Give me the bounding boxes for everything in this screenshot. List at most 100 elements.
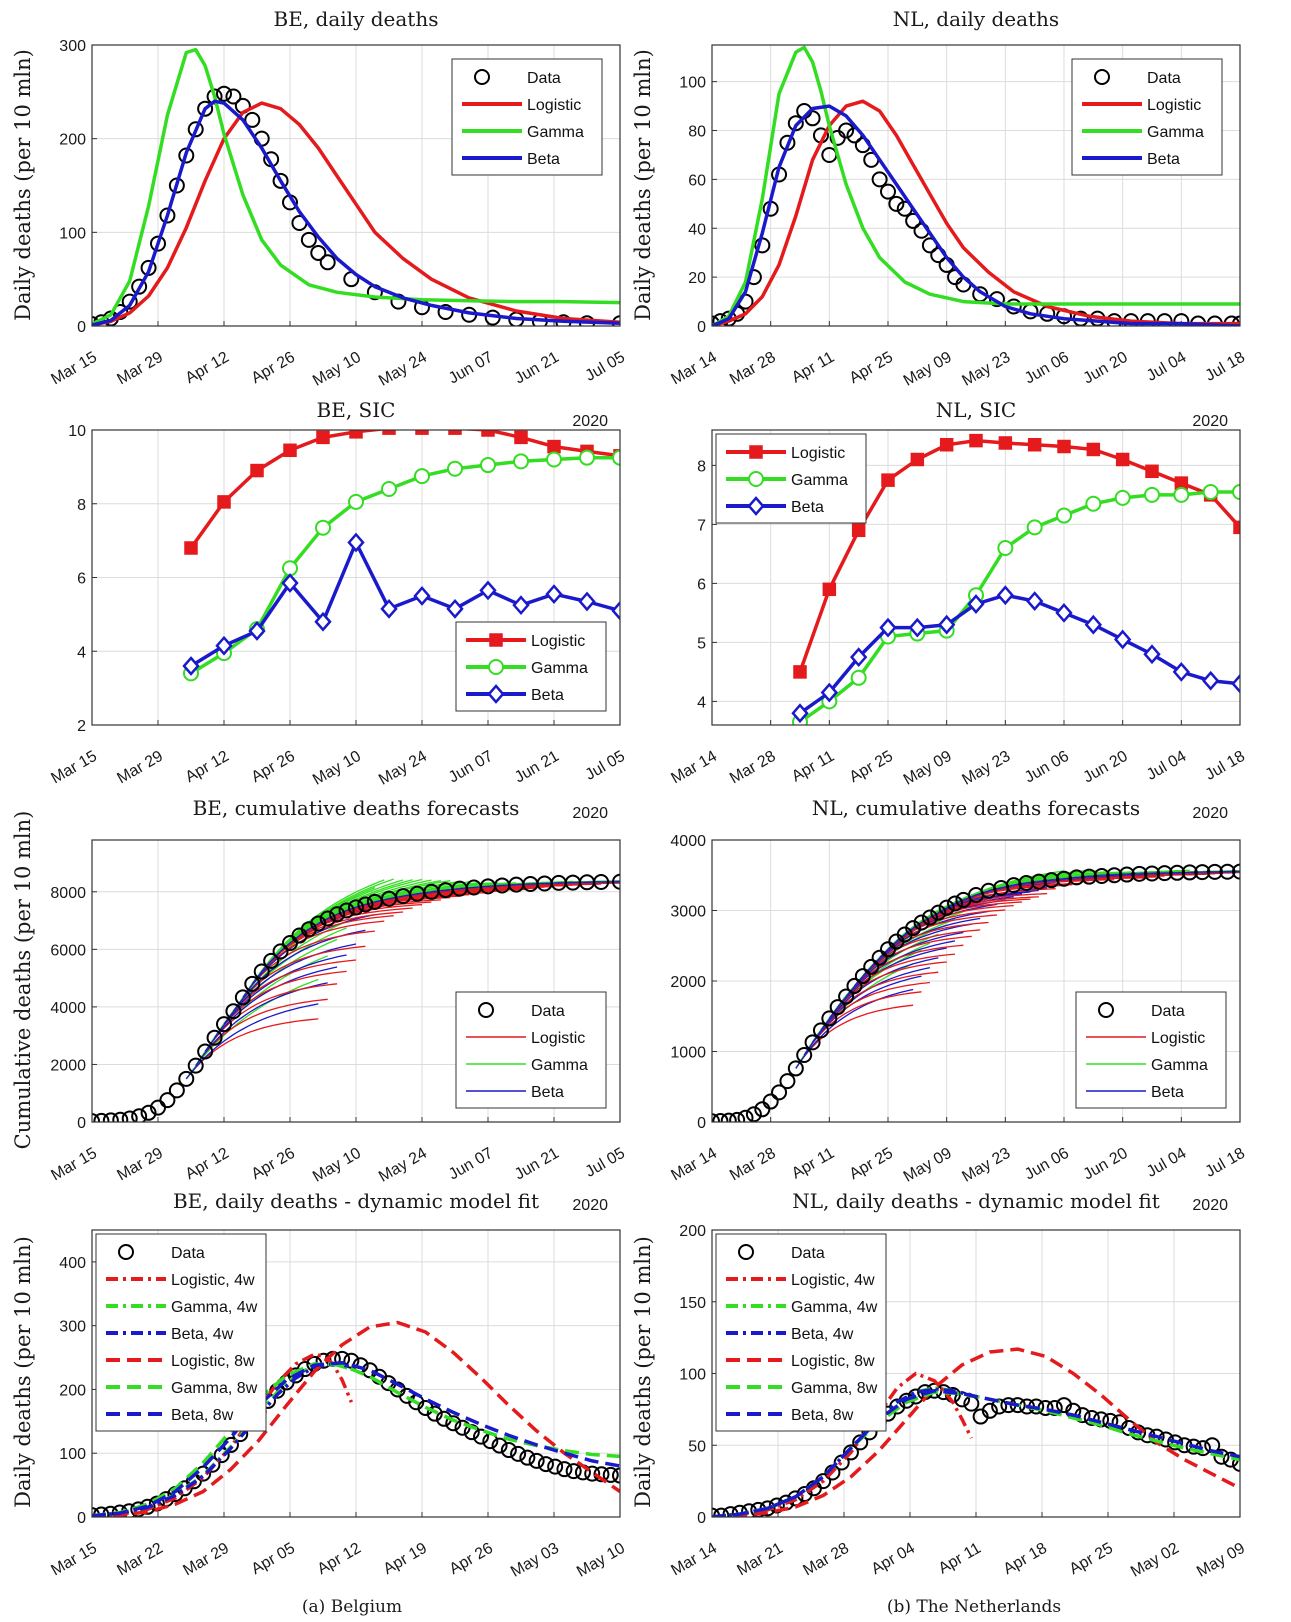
x-tick-label: Jun 06 (1022, 1145, 1072, 1184)
data-point-data (197, 100, 214, 117)
forecast-line-logistic (879, 914, 998, 959)
legend-label: Logistic, 8w (791, 1353, 875, 1370)
plot-series (791, 433, 1240, 725)
x-tick-label: Jul 05 (583, 1145, 629, 1181)
data-point-beta (1055, 603, 1073, 623)
series-line-logistic (712, 99, 1240, 326)
forecast-line-logistic (204, 983, 338, 1052)
data-point-data (1131, 865, 1148, 882)
x-tick-label: Jun 20 (1081, 748, 1131, 787)
x-tick-label: Apr 26 (249, 748, 298, 786)
data-point-gamma (1144, 486, 1160, 503)
forecast-line-logistic (195, 998, 328, 1066)
data-point-data (150, 235, 166, 252)
legend-label: Beta, 4w (791, 1326, 854, 1343)
forecast-line-logistic (862, 929, 981, 977)
legend: Logistic Gamma Beta (455, 621, 607, 712)
x-tick-label: Jul 18 (1203, 1145, 1249, 1181)
data-point-data (329, 906, 346, 923)
data-point-beta (1114, 629, 1132, 650)
data-point-data (1068, 869, 1085, 886)
data-point-data (159, 207, 176, 224)
data-point-data (537, 1456, 554, 1473)
data-point-data (1083, 1409, 1100, 1426)
data-point-data (1030, 873, 1047, 890)
data-point-data (445, 1415, 462, 1432)
caption-b: (b) The Netherlands (887, 1597, 1061, 1617)
forecast-line-logistic (812, 981, 930, 1043)
legend-label: Data (531, 1003, 565, 1020)
x-tick-label: Mar 29 (114, 748, 166, 788)
legend-label: Gamma (531, 660, 588, 677)
data-point-gamma (1085, 495, 1102, 512)
legend: Data Logistic Gamma Beta (1075, 991, 1227, 1109)
data-point-data (310, 915, 327, 932)
forecast-line-logistic (232, 945, 366, 1012)
legend-marker (738, 1244, 754, 1260)
data-point-data (319, 254, 336, 271)
y-tick-label: 5 (697, 635, 706, 652)
forecast-line-logistic (251, 920, 385, 985)
series-line-gamma (92, 47, 620, 326)
y-axis-label: Daily deaths (per 10 mln) (11, 1236, 35, 1508)
chart-panel-2: Mar 14 Mar 28 Apr 11 Apr 25 May 09 May 23 Jun … (631, 7, 1248, 390)
series-line-beta-8w (92, 1360, 620, 1517)
x-tick-label: Apr 25 (847, 1145, 896, 1183)
y-tick-label: 6000 (50, 942, 86, 959)
y-tick-label: 0 (697, 1510, 706, 1527)
data-point-beta (479, 580, 497, 601)
legend-label: Beta, 4w (171, 1326, 234, 1343)
legend-marker (747, 496, 765, 516)
x-tick-label: Jun 21 (512, 748, 562, 787)
y-tick-label: 0 (77, 1115, 86, 1132)
data-point-gamma (997, 540, 1014, 556)
data-point-data (197, 1043, 214, 1060)
data-point-data (812, 1022, 829, 1039)
data-point-beta (545, 584, 563, 604)
data-point-logistic (283, 443, 297, 458)
x-tick-label: Jul 04 (1144, 748, 1190, 784)
legend-label: Gamma, 4w (171, 1299, 258, 1316)
data-point-data (112, 1111, 129, 1122)
x-tick-label: May 24 (376, 1145, 430, 1186)
x-tick-label: May 10 (310, 1145, 364, 1186)
legend-label: Data (527, 70, 561, 87)
data-point-data (612, 873, 620, 890)
series-line-beta (92, 99, 620, 326)
data-point-gamma (381, 481, 397, 497)
data-point-logistic (415, 430, 429, 435)
data-point-data (1173, 313, 1190, 326)
data-point-gamma (1232, 483, 1240, 500)
data-point-data (253, 963, 270, 980)
chart-title: BE, daily deaths (274, 7, 439, 31)
data-point-data (779, 1073, 796, 1090)
chart-title: NL, cumulative deaths forecasts (812, 796, 1140, 820)
axes-frame (711, 429, 1241, 726)
data-point-data (907, 1388, 924, 1405)
x-tick-label: Jul 04 (1144, 1145, 1190, 1181)
data-point-data (1056, 870, 1072, 887)
data-point-logistic (1027, 438, 1042, 452)
chart-panel-8: Mar 14 Mar 21 Mar 28 Apr 04 Apr 11 Apr 18 Apr … (631, 1189, 1248, 1581)
legend-label: Logistic (531, 633, 585, 650)
series-line-gamma (712, 45, 1240, 326)
data-point-logistic (939, 438, 954, 452)
data-point-beta (446, 598, 464, 619)
data-point-data (93, 1112, 110, 1122)
x-tick-label: Apr 19 (381, 1540, 430, 1578)
data-point-data (938, 899, 955, 916)
chart-panel-1: Mar 15 Mar 29 Apr 12 Apr 26 May 10 May 24 Jun … (11, 7, 628, 390)
data-point-data (712, 1113, 720, 1122)
x-tick-label: Mar 22 (114, 1540, 166, 1580)
data-point-data (712, 1112, 729, 1122)
axes-frame (711, 839, 1241, 1123)
chart-title: BE, SIC (317, 398, 396, 422)
chart-panel-3: Mar 15 Mar 29 Apr 12 Apr 26 May 10 May 24 Jun … (48, 398, 628, 789)
data-point-gamma (414, 468, 430, 485)
data-point-data (319, 910, 336, 927)
legend-label: Logistic, 4w (171, 1272, 255, 1289)
x-tick-label: May 09 (901, 748, 955, 789)
chart-title: BE, cumulative deaths forecasts (193, 796, 520, 820)
series-line-logistic (798, 438, 1240, 673)
